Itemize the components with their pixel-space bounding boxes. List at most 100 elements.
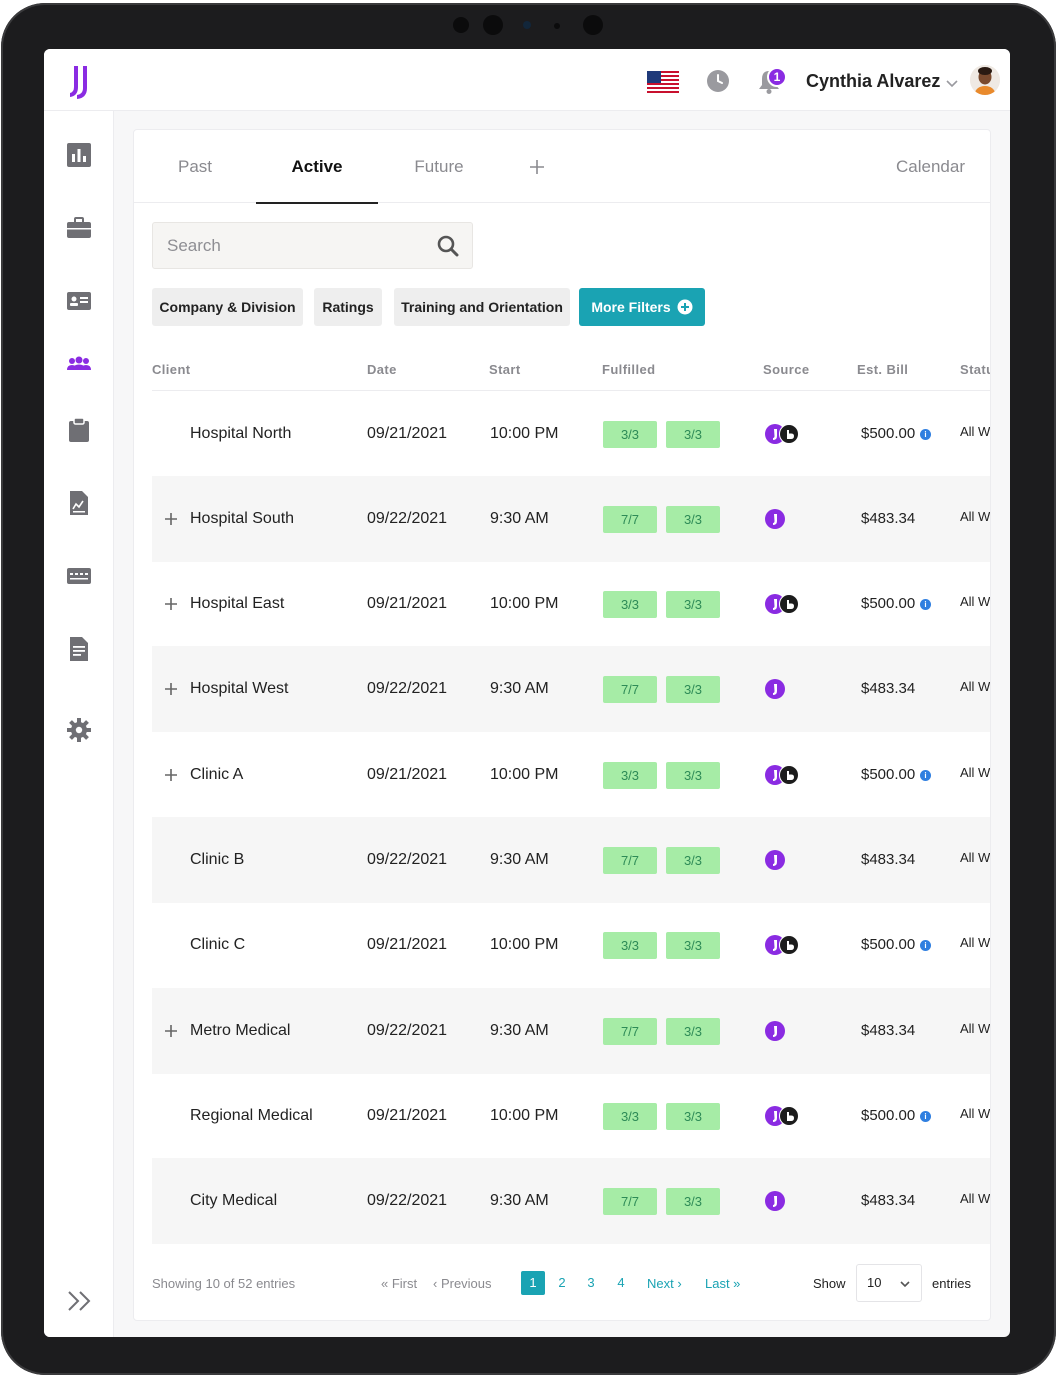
client-name[interactable]: Hospital East <box>190 595 285 612</box>
page-size-select[interactable]: 10 <box>856 1264 922 1302</box>
sensor-dot <box>554 23 560 29</box>
table-row[interactable]: Clinic A 09/21/2021 10:00 PM 3/3 3/3 $50… <box>152 732 990 818</box>
table-row[interactable]: Clinic B 09/22/2021 9:30 AM 7/7 3/3 $483… <box>152 817 990 903</box>
expand-row-icon[interactable] <box>164 1024 178 1038</box>
page-1-button[interactable]: 1 <box>521 1271 545 1295</box>
column-header-client[interactable]: Client <box>152 362 191 377</box>
fulfilled-badge: 7/7 <box>603 1188 657 1215</box>
table-row[interactable]: Clinic C 09/21/2021 10:00 PM 3/3 3/3 $50… <box>152 902 990 988</box>
briefcase-icon[interactable] <box>66 215 92 241</box>
column-header-est-bill[interactable]: Est. Bill <box>857 362 909 377</box>
info-icon[interactable]: i <box>920 429 931 440</box>
est-bill: $500.00 <box>861 936 916 953</box>
fulfilled-badge: 7/7 <box>603 1018 657 1045</box>
column-header-fulfilled[interactable]: Fulfilled <box>602 362 656 377</box>
expand-sidebar-icon[interactable] <box>66 1287 94 1315</box>
shift-date: 09/22/2021 <box>367 510 448 527</box>
app-logo[interactable] <box>66 63 96 101</box>
tab-past[interactable]: Past <box>177 157 213 176</box>
next-page-link[interactable]: Next › <box>647 1276 682 1291</box>
payment-card-icon[interactable] <box>66 563 92 589</box>
last-page-link[interactable]: Last » <box>705 1276 741 1291</box>
info-icon[interactable]: i <box>920 599 931 610</box>
est-bill: $500.00 <box>861 1107 916 1124</box>
confirmed-badge: 3/3 <box>666 1188 720 1215</box>
training-orientation-filter[interactable]: Training and Orientation <box>394 288 570 326</box>
shift-date: 09/21/2021 <box>367 425 448 442</box>
add-tab-icon[interactable] <box>526 156 548 178</box>
sensor-right <box>583 15 603 35</box>
table-row[interactable]: Regional Medical 09/21/2021 10:00 PM 3/3… <box>152 1073 991 1159</box>
tablet-frame: 1 Cynthia Alvarez <box>1 3 1056 1375</box>
table-row[interactable]: Hospital East 09/21/2021 10:00 PM 3/3 3/… <box>152 561 991 647</box>
client-name[interactable]: Clinic A <box>190 766 244 783</box>
status-text: All W <box>960 1106 991 1121</box>
status-text: All W <box>960 594 991 609</box>
user-name[interactable]: Cynthia Alvarez <box>806 71 941 91</box>
page-2-button[interactable]: 2 <box>558 1275 566 1290</box>
source-j-icon <box>765 850 785 870</box>
header-divider <box>152 390 990 391</box>
analytics-icon[interactable] <box>66 142 92 168</box>
client-name[interactable]: Hospital North <box>190 425 292 442</box>
clock-icon[interactable] <box>706 69 730 93</box>
first-page-link[interactable]: « First <box>381 1276 418 1291</box>
expand-row-icon[interactable] <box>164 512 178 526</box>
column-header-source[interactable]: Source <box>763 362 810 377</box>
fulfilled-badge: 7/7 <box>603 676 657 703</box>
tab-future[interactable]: Future <box>414 157 464 176</box>
client-name[interactable]: City Medical <box>190 1192 278 1209</box>
expand-row-icon[interactable] <box>164 597 178 611</box>
column-header-date[interactable]: Date <box>367 362 397 377</box>
table-row[interactable]: Hospital West 09/22/2021 9:30 AM 7/7 3/3… <box>152 646 990 732</box>
est-bill: $500.00 <box>861 766 916 783</box>
more-filters-label: More Filters <box>591 299 671 315</box>
column-header-start[interactable]: Start <box>489 362 521 377</box>
more-filters-button[interactable]: More Filters <box>579 288 705 326</box>
page-3-button[interactable]: 3 <box>587 1275 595 1290</box>
search-icon[interactable] <box>436 234 460 258</box>
fulfilled-badge: 3/3 <box>603 591 657 618</box>
ratings-filter[interactable]: Ratings <box>314 288 382 326</box>
sidebar <box>44 111 114 1337</box>
page-4-button[interactable]: 4 <box>617 1275 625 1290</box>
info-icon[interactable]: i <box>920 1111 931 1122</box>
document-icon[interactable] <box>66 636 92 662</box>
table-row[interactable]: Hospital South 09/22/2021 9:30 AM 7/7 3/… <box>152 476 990 562</box>
expand-row-icon[interactable] <box>164 682 178 696</box>
search-input[interactable] <box>153 223 423 268</box>
calendar-link[interactable]: Calendar <box>896 157 965 176</box>
tab-active[interactable]: Active <box>256 130 378 204</box>
fulfilled-badge: 3/3 <box>603 421 657 448</box>
source-j-icon <box>765 679 785 699</box>
expand-row-icon[interactable] <box>164 768 178 782</box>
client-name[interactable]: Metro Medical <box>190 1022 291 1039</box>
report-icon[interactable] <box>66 490 92 516</box>
est-bill: $483.34 <box>861 851 916 868</box>
us-flag-icon[interactable] <box>647 71 679 93</box>
notification-badge[interactable]: 1 <box>767 67 787 87</box>
table-row[interactable]: Hospital North 09/21/2021 10:00 PM 3/3 3… <box>152 391 990 477</box>
search-box <box>152 222 473 269</box>
users-icon[interactable] <box>66 351 92 377</box>
client-name[interactable]: Hospital South <box>190 510 295 527</box>
client-name[interactable]: Clinic B <box>190 851 245 868</box>
shift-date: 09/22/2021 <box>367 851 448 868</box>
info-icon[interactable]: i <box>920 770 931 781</box>
source-b-icon <box>779 765 799 785</box>
chevron-down-icon[interactable] <box>944 75 960 91</box>
table-row[interactable]: City Medical 09/22/2021 9:30 AM 7/7 3/3 … <box>152 1158 990 1244</box>
client-name[interactable]: Clinic C <box>190 936 246 953</box>
client-name[interactable]: Regional Medical <box>190 1107 313 1124</box>
client-name[interactable]: Hospital West <box>190 680 289 697</box>
previous-page-link[interactable]: ‹ Previous <box>433 1276 492 1291</box>
clipboard-icon[interactable] <box>66 417 92 443</box>
column-header-status[interactable]: Statu <box>960 362 990 377</box>
info-icon[interactable]: i <box>920 940 931 951</box>
avatar[interactable] <box>970 65 1000 95</box>
shifts-card: Past Active Future Calendar Company & Di… <box>133 129 991 1321</box>
table-row[interactable]: Metro Medical 09/22/2021 9:30 AM 7/7 3/3… <box>152 988 990 1074</box>
gear-icon[interactable] <box>66 717 92 743</box>
id-card-icon[interactable] <box>66 288 92 314</box>
company-division-filter[interactable]: Company & Division <box>152 288 303 326</box>
